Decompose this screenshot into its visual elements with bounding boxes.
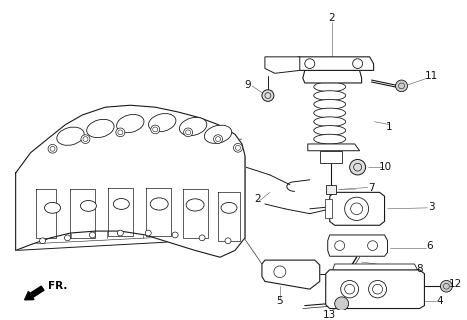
Circle shape: [184, 128, 192, 137]
Ellipse shape: [314, 73, 346, 83]
Ellipse shape: [314, 82, 346, 92]
Polygon shape: [325, 185, 336, 194]
Text: 12: 12: [449, 279, 462, 289]
Ellipse shape: [186, 199, 204, 211]
Polygon shape: [308, 144, 360, 151]
Polygon shape: [325, 199, 332, 219]
Text: 2: 2: [255, 194, 261, 204]
Text: 4: 4: [436, 296, 443, 306]
Text: 2: 2: [328, 13, 335, 23]
Polygon shape: [262, 260, 320, 289]
Circle shape: [335, 297, 349, 310]
Polygon shape: [295, 57, 374, 70]
Ellipse shape: [314, 117, 346, 126]
Circle shape: [48, 144, 57, 153]
Circle shape: [350, 159, 366, 175]
Text: 10: 10: [379, 162, 392, 172]
Text: 13: 13: [323, 310, 336, 320]
Text: 6: 6: [426, 241, 433, 251]
Text: 11: 11: [425, 71, 438, 81]
Ellipse shape: [314, 100, 346, 109]
Circle shape: [117, 230, 123, 236]
Ellipse shape: [205, 125, 232, 143]
Circle shape: [199, 235, 205, 241]
Polygon shape: [16, 105, 245, 257]
Ellipse shape: [117, 115, 144, 133]
Circle shape: [151, 125, 160, 134]
Ellipse shape: [314, 134, 346, 144]
Text: 1: 1: [386, 122, 393, 132]
Ellipse shape: [314, 108, 346, 118]
Text: 7: 7: [368, 182, 375, 193]
Ellipse shape: [57, 127, 84, 145]
Ellipse shape: [80, 201, 96, 211]
Ellipse shape: [44, 203, 61, 213]
Ellipse shape: [179, 117, 207, 136]
Circle shape: [64, 235, 71, 241]
Polygon shape: [325, 270, 425, 308]
Circle shape: [89, 232, 95, 238]
Circle shape: [213, 135, 223, 143]
Ellipse shape: [221, 203, 237, 213]
Polygon shape: [303, 70, 361, 83]
Text: 8: 8: [416, 264, 423, 274]
Ellipse shape: [150, 198, 168, 210]
Circle shape: [345, 197, 368, 220]
Circle shape: [341, 280, 359, 298]
Circle shape: [234, 143, 242, 152]
FancyArrow shape: [25, 286, 44, 300]
Ellipse shape: [87, 119, 114, 138]
Circle shape: [440, 280, 453, 292]
Circle shape: [40, 238, 46, 244]
Circle shape: [225, 238, 231, 244]
Circle shape: [396, 80, 408, 92]
Circle shape: [262, 90, 274, 101]
Polygon shape: [265, 57, 300, 73]
Text: 3: 3: [428, 202, 435, 212]
Text: FR.: FR.: [48, 281, 67, 291]
Circle shape: [145, 230, 151, 236]
Polygon shape: [320, 151, 342, 163]
Circle shape: [116, 128, 125, 137]
Ellipse shape: [314, 91, 346, 100]
Text: 5: 5: [276, 296, 283, 306]
Circle shape: [172, 232, 178, 238]
Ellipse shape: [113, 198, 129, 209]
Ellipse shape: [149, 114, 176, 132]
Ellipse shape: [314, 125, 346, 135]
Text: 9: 9: [245, 80, 251, 90]
Circle shape: [81, 135, 90, 143]
Polygon shape: [330, 192, 384, 225]
Circle shape: [368, 280, 387, 298]
Polygon shape: [328, 235, 388, 256]
Polygon shape: [333, 264, 417, 270]
